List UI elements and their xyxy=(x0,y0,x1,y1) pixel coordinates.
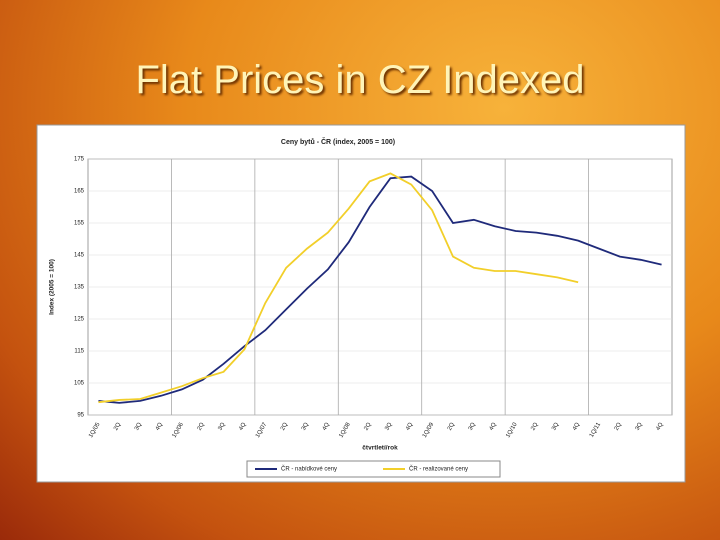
x-tick-label: 4Q xyxy=(322,422,331,432)
series-line xyxy=(98,175,662,404)
x-tick-label: 3Q xyxy=(551,422,560,432)
x-tick-label: 2Q xyxy=(280,422,289,432)
y-axis-label: Index (2005 = 100) xyxy=(49,259,56,315)
x-tick-label: 2Q xyxy=(447,422,456,432)
y-tick-label: 165 xyxy=(74,189,85,195)
x-tick-label: 4Q xyxy=(238,422,247,432)
x-tick-label: 2Q xyxy=(363,422,372,432)
x-tick-label: 2Q xyxy=(614,422,623,432)
y-tick-label: 115 xyxy=(74,349,84,355)
x-tick-label: 3Q xyxy=(384,422,393,432)
series-line xyxy=(98,172,579,404)
x-tick-label: 4Q xyxy=(155,422,164,432)
x-tick-label: 3Q xyxy=(217,422,226,432)
x-axis-label: čtvrtletí/rok xyxy=(362,445,398,452)
legend-box xyxy=(246,460,501,478)
slide-title: Flat Prices in CZ Indexed xyxy=(135,58,585,102)
y-tick-label: 125 xyxy=(74,317,85,323)
x-tick-label: 4Q xyxy=(655,422,664,432)
x-tick-label: 2Q xyxy=(197,422,206,432)
chart-title: Ceny bytů - ČR (index, 2005 = 100) xyxy=(281,137,395,146)
x-tick-label: 4Q xyxy=(405,422,414,432)
x-tick-label: 3Q xyxy=(301,422,310,432)
y-tick-label: 105 xyxy=(74,381,85,387)
x-tick-label: 4Q xyxy=(572,422,581,432)
legend-label: ČR - nabídkové ceny xyxy=(281,466,337,473)
legend-label: ČR - realizované ceny xyxy=(409,466,468,473)
x-tick-label: 3Q xyxy=(468,422,477,432)
y-tick-label: 135 xyxy=(74,285,85,291)
y-tick-label: 145 xyxy=(74,253,85,259)
x-tick-label: 4Q xyxy=(489,422,498,432)
x-tick-label: 2Q xyxy=(530,422,539,432)
y-tick-label: 175 xyxy=(74,157,85,163)
x-tick-label: 2Q xyxy=(113,422,122,432)
y-tick-label: 155 xyxy=(74,221,85,227)
x-tick-label: 3Q xyxy=(635,422,644,432)
y-tick-label: 95 xyxy=(77,413,84,419)
x-tick-label: 3Q xyxy=(134,422,143,432)
